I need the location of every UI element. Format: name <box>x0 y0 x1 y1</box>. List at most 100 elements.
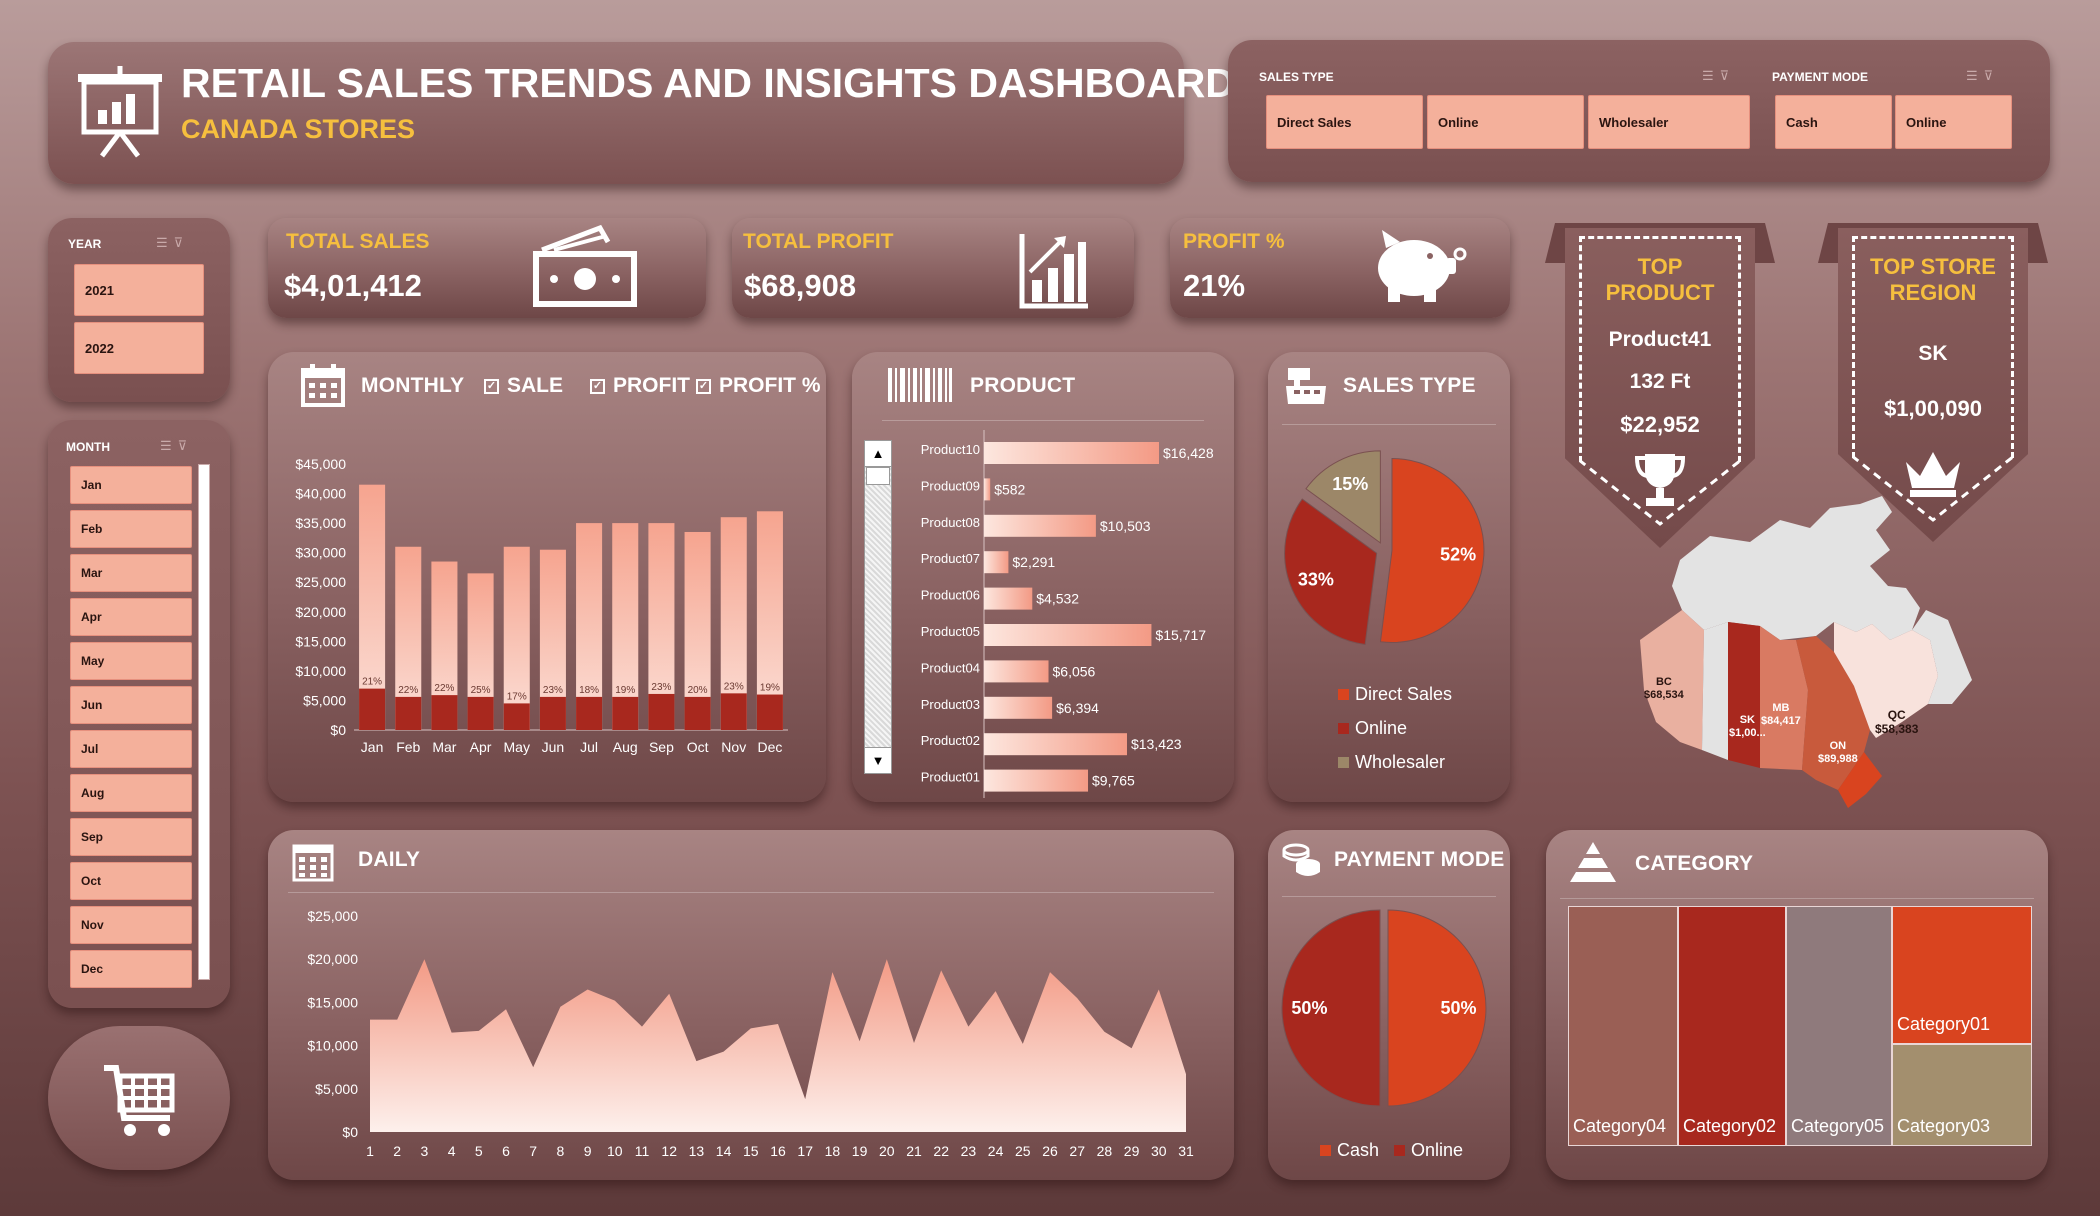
product-bar <box>984 551 1009 574</box>
monthly-xtick-label: Jun <box>542 739 565 755</box>
payment-mode-slice-label: 50% <box>1291 998 1327 1018</box>
treemap-cell-category05[interactable]: Category05 <box>1786 906 1892 1146</box>
toggle-sale[interactable]: ✓ SALE <box>484 374 563 398</box>
daily-xtick-label: 20 <box>879 1143 895 1159</box>
treemap-label-category04: Category04 <box>1573 1116 1667 1136</box>
slicer-month-dec[interactable]: Dec <box>70 950 192 988</box>
slicer-month-may[interactable]: May <box>70 642 192 680</box>
product-value-label: $2,291 <box>1012 554 1055 570</box>
slicer-month-apr[interactable]: Apr <box>70 598 192 636</box>
daily-xtick-label: 9 <box>584 1143 592 1159</box>
barcode-icon <box>888 368 952 402</box>
calendar-icon <box>301 364 345 407</box>
monthly-profit-pct-label: 25% <box>471 685 491 696</box>
category-title: CATEGORY <box>1635 852 1754 875</box>
toggle-profit-pct[interactable]: ✓ PROFIT % <box>696 374 821 398</box>
product-value-label: $10,503 <box>1100 518 1151 534</box>
daily-xtick-label: 8 <box>557 1143 565 1159</box>
top-product-qty: 132 Ft <box>1629 370 1691 393</box>
sales-type-slicer-tools-icon[interactable]: ☰⊽ <box>1702 68 1736 83</box>
monthly-profit-bar <box>431 695 458 730</box>
crown-icon <box>1906 452 1960 497</box>
treemap-cell-category01[interactable]: Category01 <box>1892 906 2032 1044</box>
month-slicer-tools-icon[interactable]: ☰⊽ <box>160 438 194 453</box>
treemap-cell-category02[interactable]: Category02 <box>1678 906 1786 1146</box>
product-bar <box>984 442 1159 464</box>
treemap-label-category02: Category02 <box>1683 1116 1777 1136</box>
monthly-profit-bar <box>503 703 530 730</box>
top-product-title-line2: PRODUCT <box>1605 280 1715 305</box>
slicer-sales-type-direct-sales[interactable]: Direct Sales <box>1266 95 1423 149</box>
slicer-month-aug[interactable]: Aug <box>70 774 192 812</box>
toggle-profit-checkbox[interactable]: ✓ <box>590 378 605 394</box>
toggle-profit-label: PROFIT <box>613 374 690 397</box>
cash-register-icon <box>1286 368 1326 404</box>
daily-xtick-label: 2 <box>393 1143 401 1159</box>
scroll-down-button[interactable]: ▼ <box>865 747 891 773</box>
payment-mode-panel: PAYMENT MODE 50% 50% Cash Online <box>1268 830 1510 1180</box>
payment-mode-slicer-tools-icon[interactable]: ☰⊽ <box>1966 68 2000 83</box>
slicer-month-mar[interactable]: Mar <box>70 554 192 592</box>
daily-title-separator <box>288 892 1214 893</box>
payment-mode-title-separator <box>1282 896 1496 897</box>
monthly-profit-bar <box>539 696 566 730</box>
slicer-payment-cash[interactable]: Cash <box>1775 95 1892 149</box>
cart-button[interactable] <box>48 1026 230 1170</box>
kpi-total-profit-value: $68,908 <box>744 268 857 303</box>
map-northern-territories <box>1672 496 1920 640</box>
slicer-sales-type-online[interactable]: Online <box>1427 95 1584 149</box>
map-label-bc-code: BC <box>1655 676 1672 688</box>
daily-ytick-label: $0 <box>342 1124 358 1140</box>
map-label-sk-value: $1,00... <box>1729 727 1766 739</box>
slicer-month-nov[interactable]: Nov <box>70 906 192 944</box>
monthly-xtick-label: Nov <box>721 739 746 755</box>
sales-type-panel: SALES TYPE 52% 33% 15% Direct Sales Online… <box>1268 352 1510 802</box>
scroll-up-button[interactable]: ▲ <box>865 441 891 467</box>
monthly-xtick-label: Jan <box>361 739 384 755</box>
product-bar <box>984 587 1033 610</box>
slicer-month-sep[interactable]: Sep <box>70 818 192 856</box>
monthly-profit-pct-label: 22% <box>398 685 418 696</box>
product-value-label: $4,532 <box>1036 591 1079 607</box>
top-product-name: Product41 <box>1608 328 1712 351</box>
sales-type-slice <box>1305 450 1381 544</box>
slicer-year-2022[interactable]: 2022 <box>74 322 204 374</box>
scroll-thumb[interactable] <box>866 467 890 485</box>
map-label-on-code: ON <box>1829 740 1847 752</box>
toggle-profit-pct-label: PROFIT % <box>719 374 821 397</box>
slicer-month-jul[interactable]: Jul <box>70 730 192 768</box>
product-scrollbar[interactable]: ▲ ▼ <box>864 440 892 774</box>
year-slicer-tools-icon[interactable]: ☰⊽ <box>156 235 190 250</box>
map-region-qc <box>1834 622 1938 738</box>
monthly-xtick-label: Dec <box>757 739 782 755</box>
slicer-month-oct[interactable]: Oct <box>70 862 192 900</box>
treemap-cell-category03[interactable]: Category03 <box>1892 1044 2032 1146</box>
daily-ytick-label: $10,000 <box>307 1038 358 1054</box>
monthly-profit-bar <box>720 693 747 730</box>
daily-xtick-label: 27 <box>1069 1143 1085 1159</box>
toggle-profit-pct-checkbox[interactable]: ✓ <box>696 378 711 394</box>
toggle-profit[interactable]: ✓ PROFIT <box>590 374 690 398</box>
daily-ytick-label: $5,000 <box>315 1081 358 1097</box>
top-product-dashed-point <box>1579 460 1741 526</box>
product-value-label: $15,717 <box>1155 627 1206 643</box>
month-slicer-scrollbar[interactable] <box>198 464 210 980</box>
treemap-cell-category04[interactable]: Category04 <box>1568 906 1678 1146</box>
monthly-sale-bar <box>612 523 639 730</box>
slicer-year-2021[interactable]: 2021 <box>74 264 204 316</box>
toggle-sale-checkbox[interactable]: ✓ <box>484 378 499 394</box>
slicer-month-jun[interactable]: Jun <box>70 686 192 724</box>
slicer-payment-online[interactable]: Online <box>1895 95 2012 149</box>
monthly-ytick-label: $15,000 <box>295 633 346 649</box>
daily-xtick-label: 23 <box>961 1143 977 1159</box>
product-title-separator <box>882 420 1204 421</box>
slicer-month-feb[interactable]: Feb <box>70 510 192 548</box>
monthly-profit-pct-label: 23% <box>543 685 563 696</box>
monthly-profit-pct-label: 23% <box>651 682 671 693</box>
treemap-label-category05: Category05 <box>1791 1116 1885 1136</box>
slicer-sales-type-wholesaler[interactable]: Wholesaler <box>1588 95 1750 149</box>
slicer-month-jan[interactable]: Jan <box>70 466 192 504</box>
kpi-total-sales-label: TOTAL SALES <box>286 230 430 253</box>
product-value-label: $16,428 <box>1163 445 1214 461</box>
